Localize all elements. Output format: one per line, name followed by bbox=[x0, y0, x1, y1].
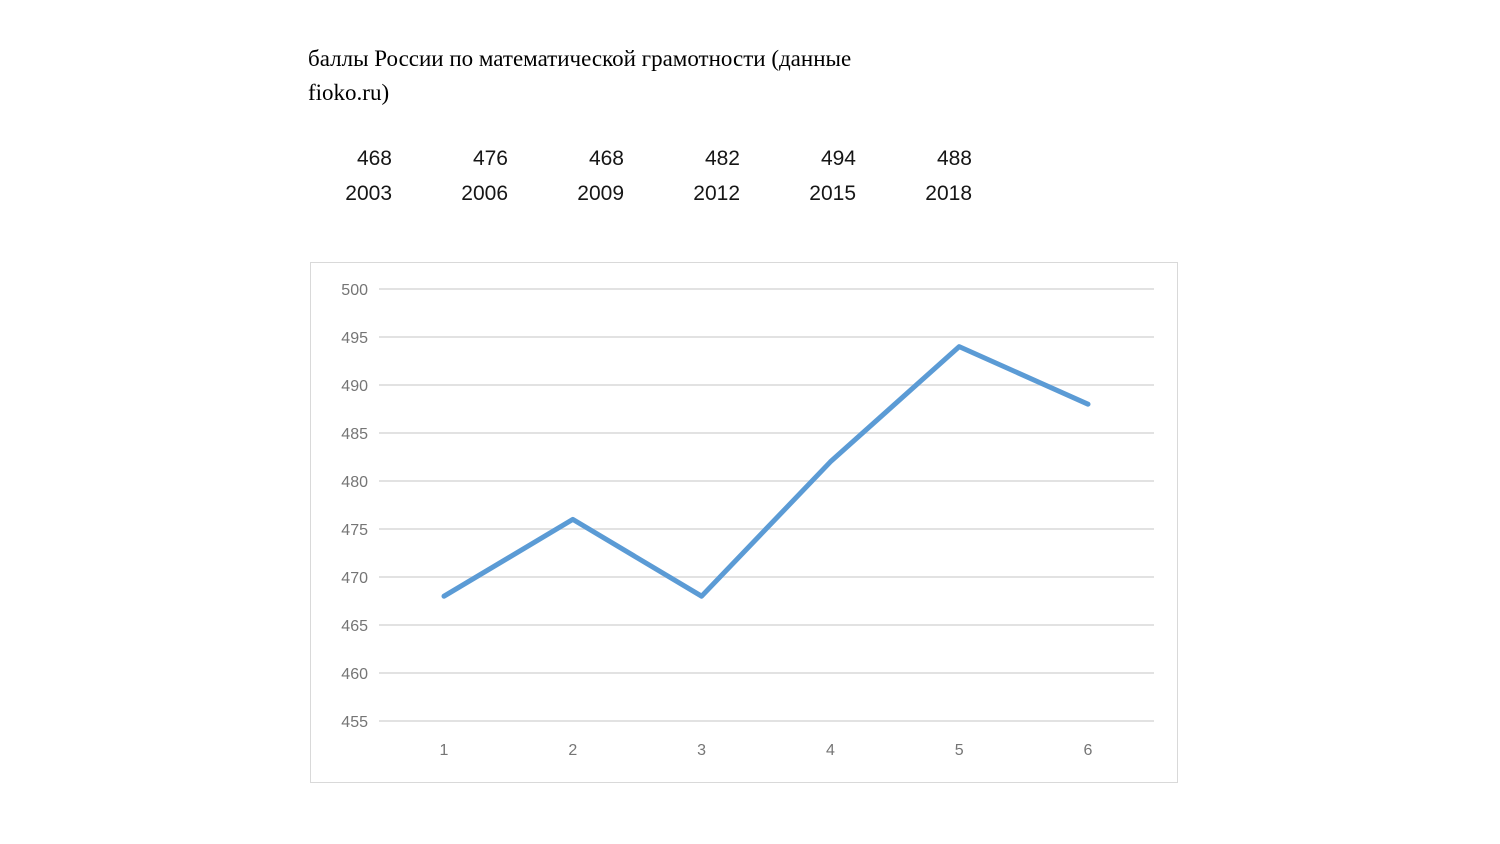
x-axis-tick-label: 2 bbox=[568, 742, 577, 759]
value-cell: 476 bbox=[472, 147, 508, 170]
value-cell: 482 bbox=[704, 147, 740, 170]
values-row: 468 476 468 482 494 488 bbox=[276, 141, 972, 176]
y-axis-tick-label: 460 bbox=[341, 666, 368, 683]
x-axis-tick-label: 1 bbox=[440, 742, 449, 759]
x-axis-tick-label: 5 bbox=[955, 742, 964, 759]
value-cell: 494 bbox=[820, 147, 856, 170]
year-cell: 2003 bbox=[345, 182, 392, 205]
data-line-series bbox=[441, 344, 1091, 599]
y-axis-tick-label: 475 bbox=[341, 522, 368, 539]
value-cell: 488 bbox=[936, 147, 972, 170]
line-chart-svg: 500 495 490 485 480 475 470 465 460 455 1 2 3 4 5 6 bbox=[341, 282, 1154, 759]
years-row: 2003 2006 2009 2012 2015 2018 bbox=[276, 176, 972, 211]
y-axis-tick-label: 485 bbox=[341, 426, 368, 443]
page-title-line-1: баллы России по математической грамотнос… bbox=[308, 46, 852, 71]
x-axis-tick-label: 6 bbox=[1084, 742, 1093, 759]
year-cell: 2012 bbox=[693, 182, 740, 205]
y-axis-tick-label: 490 bbox=[341, 378, 368, 395]
year-cell: 2015 bbox=[809, 182, 856, 205]
value-cell: 468 bbox=[356, 147, 392, 170]
y-axis-tick-label: 465 bbox=[341, 618, 368, 635]
data-table: 468 476 468 482 494 488 2003 2006 2009 2… bbox=[276, 141, 972, 211]
x-axis-tick-label: 4 bbox=[826, 742, 835, 759]
y-axis-tick-label: 470 bbox=[341, 570, 368, 587]
year-cell: 2009 bbox=[577, 182, 624, 205]
y-axis-tick-label: 495 bbox=[341, 330, 368, 347]
page-title: баллы России по математической грамотнос… bbox=[308, 42, 968, 110]
year-cell: 2018 bbox=[925, 182, 972, 205]
y-axis-tick-label: 480 bbox=[341, 474, 368, 491]
y-axis-tick-label: 500 bbox=[341, 282, 368, 299]
x-axis-tick-label: 3 bbox=[697, 742, 706, 759]
year-cell: 2006 bbox=[461, 182, 508, 205]
line-chart: 500 495 490 485 480 475 470 465 460 455 1 2 3 4 5 6 bbox=[310, 262, 1178, 783]
value-cell: 468 bbox=[588, 147, 624, 170]
y-axis-tick-label: 455 bbox=[341, 714, 368, 731]
page-title-line-2: fioko.ru) bbox=[308, 80, 390, 105]
